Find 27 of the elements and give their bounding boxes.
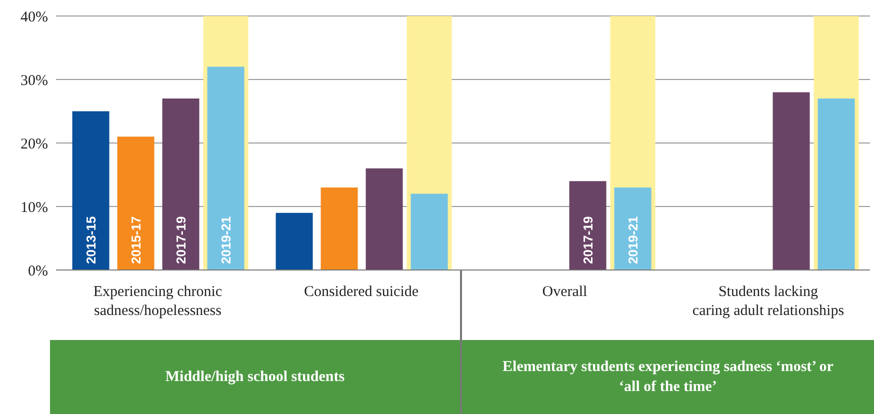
bar (320, 187, 358, 270)
bar (569, 181, 606, 270)
bar (276, 212, 313, 270)
series-label: 2019-21 (218, 216, 234, 264)
y-tick-label: 0% (28, 263, 48, 280)
x-tick-label: Overall (542, 284, 588, 300)
text: Middle/high school students (50, 340, 460, 414)
y-tick-label: 40% (20, 9, 48, 26)
bar (772, 92, 810, 270)
bar (366, 168, 403, 270)
y-tick-label: 30% (20, 72, 48, 89)
series-label: 2013-15 (83, 216, 98, 264)
y-tick-label: 10% (20, 200, 48, 216)
x-tick-label: Considered suicide (304, 284, 419, 300)
bar (72, 111, 110, 270)
series-label: 2017-19 (173, 216, 188, 264)
bar (614, 187, 652, 270)
bar (162, 98, 200, 270)
x-tick-label: Experiencing chronic sadness/hopelessness (93, 284, 222, 319)
bar (410, 194, 448, 270)
series-label: 2015-17 (128, 216, 144, 264)
bar (117, 136, 154, 270)
text: 2017-19 (580, 216, 596, 264)
y-tick-label: 20% (20, 136, 48, 152)
text: 2019-21 (625, 216, 640, 264)
text: Elementary students experiencing sadness ‘most’ or ‘all of the time’ (462, 340, 874, 414)
x-tick-label: Students lacking caring adult relationships (692, 284, 844, 319)
